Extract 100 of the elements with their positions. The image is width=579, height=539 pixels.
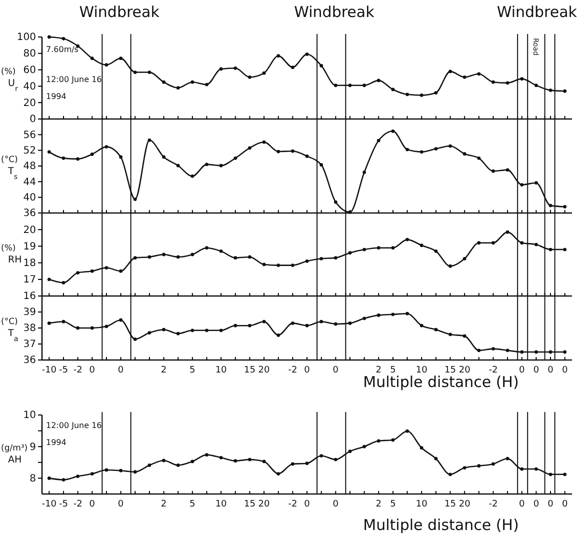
point	[176, 86, 180, 90]
point	[90, 56, 94, 60]
point	[406, 429, 409, 433]
point	[62, 478, 66, 482]
y-tick-label: 44	[23, 176, 36, 188]
point	[506, 456, 510, 460]
x-tick-label: 5	[390, 499, 396, 510]
point	[205, 328, 208, 332]
point	[520, 183, 524, 186]
point	[148, 255, 152, 259]
point	[133, 198, 137, 201]
point	[176, 255, 180, 259]
x-tick-label: 0	[89, 365, 96, 376]
point	[234, 459, 238, 463]
point	[391, 129, 395, 133]
point	[47, 35, 51, 39]
x-tick-label: -2	[73, 365, 82, 376]
point	[90, 326, 94, 330]
annotation: 1994	[46, 438, 66, 447]
point	[262, 262, 266, 266]
point	[563, 248, 567, 252]
point	[334, 256, 338, 260]
point	[148, 138, 152, 142]
point	[248, 75, 252, 79]
x-tick-label: 15	[444, 365, 456, 376]
point	[234, 156, 238, 160]
point	[104, 324, 108, 328]
point	[492, 347, 495, 350]
text: Windbreak	[496, 3, 578, 21]
y-axis-title: (%) RH	[1, 244, 22, 266]
point	[190, 252, 194, 256]
x-axis-title: Multiple distance (H)	[363, 516, 519, 534]
point	[348, 251, 352, 255]
x-tick-label: 2	[160, 365, 167, 376]
point	[563, 205, 567, 208]
y-tick-label: 0	[30, 114, 36, 126]
point	[420, 244, 424, 248]
point	[76, 157, 80, 161]
point	[162, 252, 166, 256]
point	[119, 155, 122, 159]
point	[477, 348, 481, 352]
point	[391, 438, 395, 442]
point	[290, 66, 294, 70]
point	[391, 246, 395, 250]
point	[305, 462, 309, 466]
point	[434, 328, 438, 332]
point	[506, 230, 510, 234]
point	[462, 256, 466, 260]
point	[534, 181, 538, 185]
annotation: 1994	[46, 92, 66, 101]
point	[520, 350, 524, 354]
x-tick-label: -10	[42, 499, 57, 510]
x-tick-label: -2	[73, 499, 82, 510]
y-tick-label: 17	[23, 274, 36, 286]
point	[176, 464, 180, 467]
point	[305, 52, 309, 56]
point	[262, 320, 266, 324]
point	[506, 81, 510, 85]
point	[148, 70, 152, 74]
point	[320, 64, 324, 68]
point	[162, 80, 166, 84]
annotation: 12:00 June 16	[46, 75, 102, 84]
point	[520, 467, 524, 471]
x-tick-label: 5	[390, 365, 396, 376]
point	[334, 322, 338, 326]
x-tick-label: 0	[332, 365, 339, 376]
y-tick-label: 36	[23, 355, 36, 366]
x-tick-label: -5	[58, 365, 68, 376]
point	[62, 281, 66, 284]
point	[434, 91, 438, 94]
y-tick-label: 60	[23, 65, 36, 76]
point	[563, 89, 567, 93]
point	[520, 77, 524, 81]
x-tick-label: 0	[118, 365, 124, 376]
point	[506, 168, 510, 172]
point	[462, 334, 466, 338]
y-tick-label: 38	[23, 323, 36, 334]
y-tick-label: 100	[16, 32, 36, 44]
point	[391, 312, 395, 316]
point	[420, 94, 424, 97]
point	[448, 264, 452, 268]
point	[462, 152, 466, 156]
point	[376, 78, 380, 82]
x-tick-label: 0	[304, 365, 310, 376]
y-tick-label: 9	[30, 442, 36, 453]
point	[434, 147, 438, 150]
x-tick-label: 0	[533, 365, 540, 376]
x-tick-label: 2	[376, 365, 382, 376]
point	[290, 264, 294, 267]
point	[334, 84, 338, 88]
y-tick-label: 16	[23, 291, 36, 302]
point	[492, 241, 495, 245]
y-tick-label: 20	[23, 98, 36, 109]
point	[133, 470, 137, 474]
point	[477, 72, 481, 76]
y-tick-label: 37	[23, 339, 36, 350]
x-tick-label: 20	[258, 499, 270, 510]
point	[334, 200, 338, 204]
y-axis-title: (g/m³) AH	[1, 444, 28, 466]
point	[176, 332, 180, 336]
